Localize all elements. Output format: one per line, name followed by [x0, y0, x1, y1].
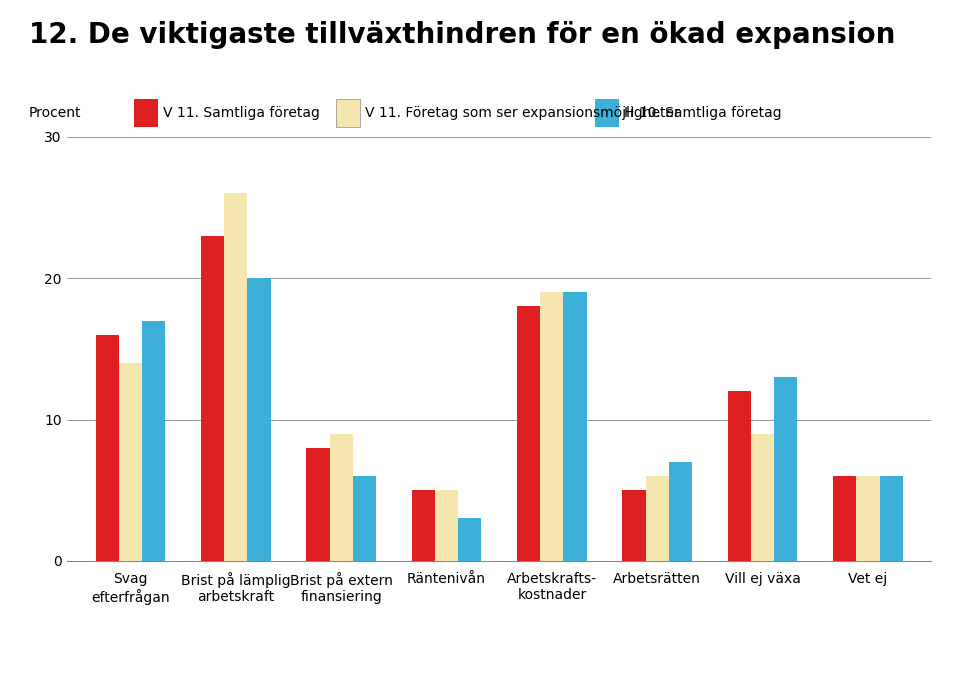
Bar	[669, 462, 692, 561]
Bar	[879, 476, 902, 561]
Bar	[248, 278, 271, 561]
Bar	[774, 377, 798, 561]
Bar	[225, 194, 248, 561]
Bar	[329, 434, 352, 561]
Text: SMÅFÖRETAGSBAROMETERN VÅREN 2011: SMÅFÖRETAGSBAROMETERN VÅREN 2011	[19, 659, 347, 673]
Bar	[728, 391, 751, 561]
Bar	[201, 236, 225, 561]
Bar	[540, 292, 564, 561]
Bar	[646, 476, 669, 561]
Bar	[142, 321, 165, 561]
Bar	[856, 476, 879, 561]
Bar	[751, 434, 774, 561]
Bar	[119, 363, 142, 561]
Text: V 11. Samtliga företag: V 11. Samtliga företag	[163, 106, 320, 120]
Bar	[96, 334, 119, 561]
Bar	[517, 306, 540, 561]
Bar	[622, 490, 646, 561]
Bar	[564, 292, 587, 561]
Bar	[306, 448, 329, 561]
Bar	[458, 518, 481, 561]
Bar	[352, 476, 376, 561]
Text: H 10. Samtliga företag: H 10. Samtliga företag	[624, 106, 781, 120]
Text: V 11. Företag som ser expansionsmöjligheter: V 11. Företag som ser expansionsmöjlighe…	[365, 106, 680, 120]
Bar	[412, 490, 435, 561]
Text: Procent: Procent	[29, 106, 82, 120]
Bar	[435, 490, 458, 561]
Text: 12. De viktigaste tillväxthindren för en ökad expansion: 12. De viktigaste tillväxthindren för en…	[29, 21, 895, 49]
Bar	[833, 476, 856, 561]
